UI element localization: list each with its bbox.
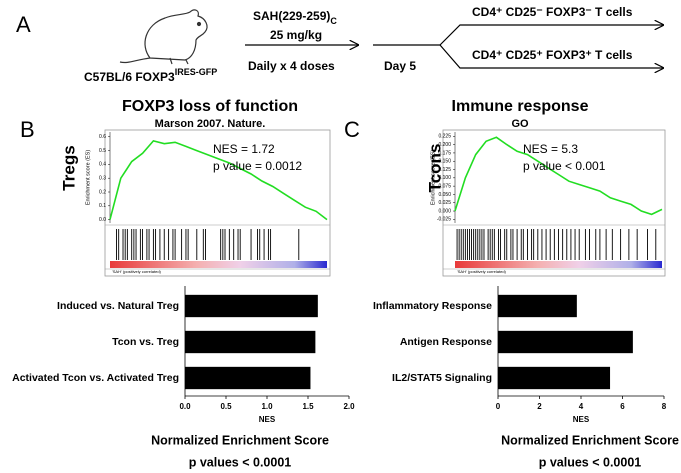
y-tick-label: 0.150 — [438, 159, 451, 165]
category-label: Induced vs. Natural Treg — [57, 300, 179, 312]
bar — [185, 330, 316, 354]
treatment-name: SAH(229-259) — [253, 9, 330, 23]
x-axis-label: NES — [573, 415, 590, 424]
y-axis-label: Enrichment score (ES) — [430, 150, 436, 205]
y-tick-label: 0.125 — [438, 167, 451, 173]
category-label: Inflammatory Response — [373, 300, 492, 312]
annotation: p value < 0.001 — [523, 159, 606, 173]
y-tick-label: 0.4 — [99, 162, 106, 168]
chart-subtitle: Marson 2007. Nature. — [155, 118, 266, 130]
x-axis-label: NES — [259, 415, 276, 424]
panel-label: A — [16, 12, 31, 37]
footnote: Normalized Enrichment Score — [151, 433, 329, 447]
y-tick-label: 0.075 — [438, 183, 451, 189]
y-tick-label: 0.3 — [99, 176, 106, 182]
chart-subtitle: GO — [511, 118, 529, 130]
ranking-label: 'SAH' (positively correlated) — [112, 269, 162, 274]
bar — [498, 366, 611, 390]
y-tick-label: 0.100 — [438, 175, 451, 181]
y-tick-label: 0.000 — [438, 208, 451, 214]
y-tick-label: 0.5 — [99, 148, 106, 154]
y-tick-label: 0.1 — [99, 203, 106, 209]
category-label: Activated Tcon vs. Activated Treg — [12, 372, 179, 384]
strain-superscript: IRES-GFP — [175, 67, 218, 77]
population: CD4⁺ CD25⁻ FOXP3⁻ T cells — [472, 5, 633, 19]
timepoint: Day 5 — [384, 59, 416, 73]
y-tick-label: 0.175 — [438, 150, 451, 156]
group-label: Tregs — [59, 145, 78, 190]
panel-label: B — [20, 117, 35, 142]
schedule: Daily x 4 doses — [248, 59, 335, 73]
x-tick-label: 8 — [662, 402, 667, 411]
chart-title: FOXP3 loss of function — [122, 98, 298, 115]
category-label: Tcon vs. Treg — [112, 336, 179, 348]
enrichment-line — [109, 140, 328, 221]
strain: C57BL/6 FOXP3IRES-GFP — [84, 67, 217, 84]
y-tick-label: -0.025 — [437, 217, 451, 223]
bar — [185, 294, 318, 318]
footnote: p values < 0.0001 — [189, 455, 292, 469]
footnote: Normalized Enrichment Score — [501, 433, 679, 447]
x-tick-label: 0.5 — [220, 402, 232, 411]
y-tick-label: 0.2 — [99, 189, 106, 195]
x-tick-label: 1.5 — [302, 402, 314, 411]
ranking-gradient — [110, 261, 327, 268]
category-label: IL2/STAT5 Signaling — [392, 372, 492, 384]
annotation: NES = 5.3 — [523, 142, 578, 156]
bar — [498, 294, 577, 318]
enrichment-line — [454, 136, 663, 216]
arrow — [439, 25, 663, 46]
category-label: Antigen Response — [400, 336, 492, 348]
x-tick-label: 2.0 — [343, 402, 355, 411]
mouse-icon — [119, 9, 208, 65]
y-tick-label: 0.225 — [438, 134, 451, 140]
footnote: p values < 0.0001 — [539, 455, 642, 469]
panel-label: C — [344, 117, 360, 142]
annotation: NES = 1.72 — [213, 142, 275, 156]
treatment: SAH(229-259)C — [253, 9, 337, 26]
arrow — [439, 44, 663, 68]
y-tick-label: 0.0 — [99, 217, 106, 223]
bar — [498, 330, 633, 354]
y-tick-label: 0.6 — [99, 134, 106, 140]
plot-frame — [104, 129, 331, 277]
y-tick-label: 0.050 — [438, 192, 451, 198]
group-label: Tcons — [425, 144, 444, 193]
annotation: p value = 0.0012 — [213, 159, 302, 173]
y-tick-label: 0.200 — [438, 142, 451, 148]
x-tick-label: 6 — [620, 402, 625, 411]
population: CD4⁺ CD25⁺ FOXP3⁺ T cells — [472, 48, 633, 62]
strain-name: C57BL/6 FOXP3 — [84, 70, 175, 84]
x-tick-label: 2 — [537, 402, 542, 411]
x-tick-label: 4 — [579, 402, 584, 411]
dose: 25 mg/kg — [270, 28, 322, 42]
chart-title: Immune response — [452, 98, 589, 115]
x-tick-label: 1.0 — [261, 402, 273, 411]
x-tick-label: 0 — [496, 402, 501, 411]
treatment-subscript: C — [330, 16, 337, 26]
bar — [185, 366, 311, 390]
y-axis-label: Enrichment score (ES) — [85, 150, 91, 205]
x-tick-label: 0.0 — [179, 402, 191, 411]
y-tick-label: 0.025 — [438, 200, 451, 206]
ranking-label: 'SAH' (positively correlated) — [457, 269, 507, 274]
ranking-gradient — [455, 261, 662, 268]
plot-frame — [442, 129, 666, 277]
